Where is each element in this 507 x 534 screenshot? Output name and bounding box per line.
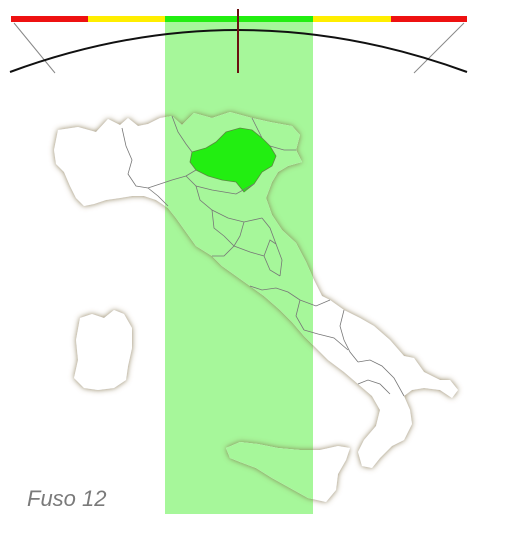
regional-borders: [121, 115, 405, 397]
sicily-in-zone: [226, 442, 313, 500]
bar-segment-outer-right: [391, 16, 467, 22]
right-edge-line: [413, 22, 465, 74]
bar-segment-outer-left: [11, 16, 88, 22]
left-edge-line: [13, 22, 56, 74]
region-veneto: [189, 127, 277, 193]
bar-segment-near-right: [313, 16, 391, 22]
sardinia: [74, 310, 132, 390]
zone-caption: Fuso 12: [27, 486, 107, 511]
bar-segment-near-left: [88, 16, 165, 22]
italy-regions-map: [54, 112, 458, 502]
